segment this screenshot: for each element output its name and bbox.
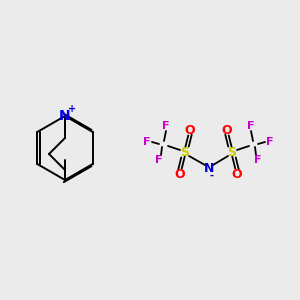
Text: S: S	[227, 146, 236, 158]
Text: O: O	[185, 124, 195, 136]
Text: O: O	[175, 167, 185, 181]
Text: F: F	[162, 121, 170, 131]
Text: F: F	[266, 137, 274, 147]
Text: N: N	[204, 161, 214, 175]
Text: -: -	[210, 171, 214, 181]
Text: O: O	[232, 167, 242, 181]
Text: F: F	[254, 155, 262, 165]
Text: F: F	[155, 155, 163, 165]
Text: N: N	[59, 109, 71, 123]
Text: F: F	[247, 121, 255, 131]
Text: F: F	[143, 137, 151, 147]
Text: S: S	[181, 146, 190, 158]
Text: +: +	[68, 104, 76, 114]
Text: O: O	[222, 124, 232, 136]
